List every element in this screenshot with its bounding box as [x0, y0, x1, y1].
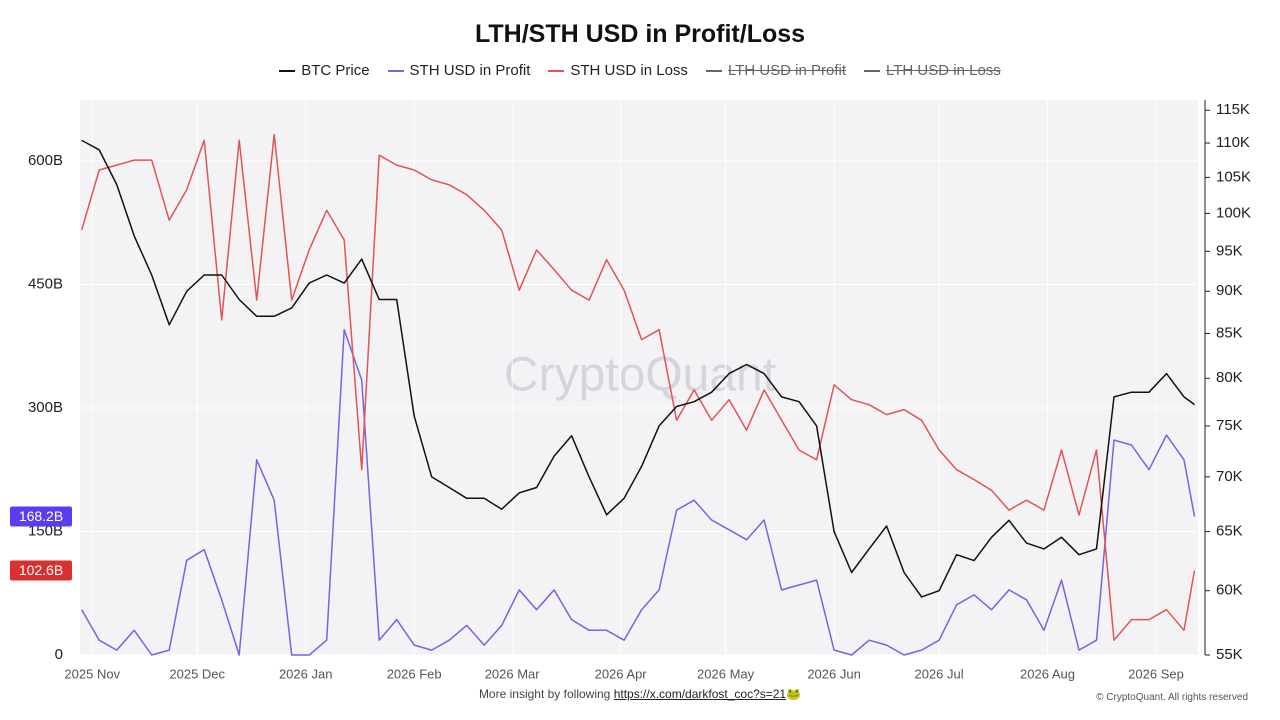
- legend-item-hidden: LTH USD in Profit: [705, 62, 847, 79]
- legend-label: STH USD in Loss: [570, 62, 688, 79]
- x-tick-label: 2025 Nov: [64, 666, 120, 681]
- last-value-badge: 168.2B: [10, 506, 72, 527]
- x-tick-label: 2026 Feb: [387, 666, 442, 681]
- plot-area: [80, 100, 1198, 655]
- x-tick-label: 2026 May: [697, 666, 755, 681]
- x-tick-label: 2026 Jan: [279, 666, 333, 681]
- y2-tick-label: 105K: [1216, 168, 1251, 185]
- badge-label: 168.2B: [19, 508, 63, 524]
- y2-tick-label: 95K: [1216, 242, 1243, 259]
- x-tick-label: 2026 Aug: [1020, 666, 1075, 681]
- footer: More insight by following https://x.com/…: [0, 687, 1280, 701]
- x-tick-label: 2026 Jun: [807, 666, 861, 681]
- series-line: [81, 139, 1195, 598]
- y-tick-label: 0: [55, 646, 63, 663]
- legend-swatch: [705, 69, 722, 72]
- y2-tick-label: 65K: [1216, 523, 1243, 540]
- legend-label: BTC Price: [301, 62, 370, 79]
- legend-item-hidden: LTH USD in Loss: [864, 62, 1001, 79]
- legend-label: LTH USD in Loss: [886, 62, 1001, 79]
- x-tick-label: 2025 Dec: [169, 666, 225, 681]
- legend-swatch: [548, 69, 565, 72]
- y2-tick-label: 110K: [1216, 134, 1250, 151]
- legend-swatch: [864, 69, 881, 72]
- footer-text: More insight by following: [478, 687, 611, 701]
- legend-swatch: [387, 69, 404, 72]
- x-tick-label: 2026 Sep: [1128, 666, 1184, 681]
- legend-item: STH USD in Profit: [387, 62, 531, 79]
- y2-tick-label: 80K: [1216, 369, 1243, 386]
- legend: BTC Price STH USD in Profit STH USD in Los…: [0, 62, 1280, 79]
- x-tick-label: 2026 Jul: [914, 666, 963, 681]
- y-tick-label: 150B: [28, 522, 63, 539]
- copyright: © CryptoQuant. All rights reserved: [1096, 692, 1248, 703]
- x-tick-label: 2026 Apr: [595, 666, 648, 681]
- y2-tick-label: 60K: [1216, 582, 1243, 599]
- badge-label: 102.6B: [19, 562, 63, 578]
- legend-item: STH USD in Loss: [548, 62, 688, 79]
- watermark: CryptoQuant: [504, 349, 776, 402]
- series-line: [81, 328, 1196, 656]
- y-tick-label: 450B: [28, 275, 63, 292]
- y2-tick-label: 85K: [1216, 324, 1243, 341]
- badge-box: [10, 506, 72, 527]
- x-tick-label: 2026 Mar: [485, 666, 541, 681]
- chart-title: LTH/STH USD in Profit/Loss: [474, 20, 806, 48]
- series-line: [80, 133, 1196, 641]
- last-value-badge: 102.6B: [10, 560, 72, 581]
- y2-tick-label: 70K: [1216, 468, 1243, 485]
- legend-label: STH USD in Profit: [409, 62, 531, 79]
- y2-tick-label: 75K: [1216, 417, 1243, 434]
- y-tick-label: 300B: [28, 399, 63, 416]
- legend-label: LTH USD in Profit: [727, 62, 847, 79]
- footer-emoji: 🐸: [786, 687, 802, 701]
- legend-swatch: [279, 69, 296, 72]
- y2-tick-label: 55K: [1216, 646, 1243, 663]
- y2-tick-label: 90K: [1216, 282, 1243, 299]
- badge-box: [10, 560, 72, 581]
- footer-link[interactable]: https://x.com/darkfost_coc?s=21: [613, 687, 787, 701]
- legend-item: BTC Price: [279, 62, 370, 79]
- y-tick-label: 600B: [28, 152, 63, 169]
- y2-tick-label: 100K: [1216, 204, 1251, 221]
- y2-tick-label: 115K: [1216, 101, 1250, 118]
